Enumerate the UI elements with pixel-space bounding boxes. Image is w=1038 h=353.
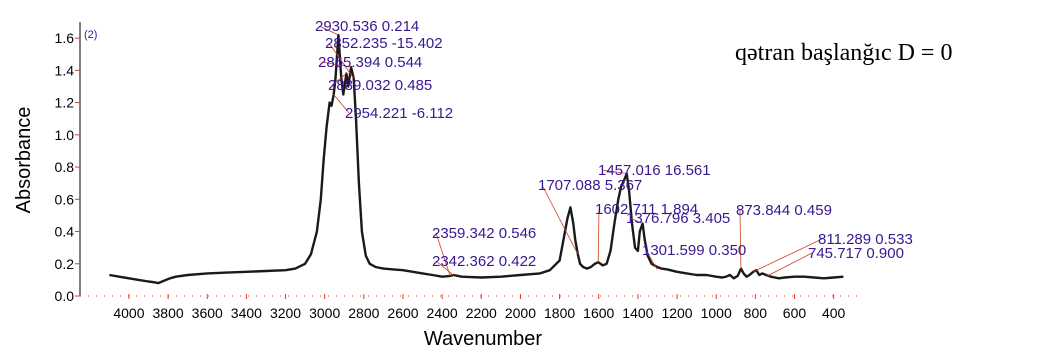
axes xyxy=(79,22,863,297)
peak-annotation: 873.844 0.459 xyxy=(736,202,832,219)
annotation-leader xyxy=(435,232,451,276)
annotation-leader xyxy=(752,238,823,273)
annotation-leader xyxy=(597,208,600,263)
x-tick-label: 3600 xyxy=(192,305,223,321)
y-tick-label: 0.0 xyxy=(55,288,75,304)
x-tick-label: 1000 xyxy=(701,305,732,321)
spectrum-line-0 xyxy=(109,33,844,285)
peak-annotation: 1457.016 16.561 xyxy=(598,162,711,179)
annotation-leader xyxy=(601,169,627,174)
peak-annotation: 1602.711 1.894 xyxy=(595,201,698,218)
y-tick-label: 1.4 xyxy=(55,62,75,78)
annotation-leaders xyxy=(318,25,823,278)
x-tick-label: 1800 xyxy=(544,305,575,321)
x-tick-label: 1200 xyxy=(661,305,692,321)
tick-labels: 4000 3800 3600 3400 3200 3000 2800 2600 2400 2200… xyxy=(55,30,846,321)
x-tick-label: 2200 xyxy=(466,305,497,321)
annotation-leader xyxy=(765,252,813,278)
x-tick-label: 2800 xyxy=(348,305,379,321)
peak-annotation: 2852.235 -15.402 xyxy=(325,35,443,52)
annotation-leader xyxy=(333,94,350,114)
x-tick-label: 1600 xyxy=(583,305,614,321)
annotation-leader xyxy=(321,61,352,68)
peak-annotation: 2865.394 0.544 xyxy=(318,54,422,71)
annotation-leader xyxy=(331,73,347,86)
series-group xyxy=(109,33,844,285)
y-tick-label: 0.4 xyxy=(55,224,75,240)
x-tick-label: 800 xyxy=(744,305,768,321)
annotation-leader xyxy=(328,42,354,79)
x-tick-label: 2000 xyxy=(505,305,536,321)
peak-annotation: 2930.536 0.214 xyxy=(315,18,419,35)
y-tick-label: 1.0 xyxy=(55,127,75,143)
x-tick-label: 1400 xyxy=(622,305,653,321)
annotation-leader xyxy=(318,25,339,36)
peak-annotation: 1376.796 3.405 xyxy=(626,210,730,227)
x-tick-label: 3400 xyxy=(231,305,262,321)
x-axis-title: Wavenumber xyxy=(424,328,543,350)
y-tick-label: 1.6 xyxy=(55,30,75,46)
x-tick-label: 4000 xyxy=(113,305,144,321)
y-tick-label: 0.6 xyxy=(55,191,75,207)
peak-annotation: 811.289 0.533 xyxy=(818,231,913,248)
annotation-leader xyxy=(541,184,579,255)
peak-annotation: 2889.032 0.485 xyxy=(328,77,432,94)
y-tick-label: 1.2 xyxy=(55,95,75,111)
chart-title: qətran başlanğıc D = 0 xyxy=(735,40,952,66)
y-tick-label: 0.2 xyxy=(55,256,75,272)
peak-annotation: 745.717 0.900 xyxy=(808,245,904,262)
y-axis-title: Absorbance xyxy=(13,107,35,214)
x-tick-label: 3000 xyxy=(309,305,340,321)
annotation-leader xyxy=(739,209,742,269)
annotation-leader xyxy=(435,260,454,276)
annotation-leader xyxy=(629,217,643,224)
peak-annotation: 2342.362 0.422 xyxy=(432,253,536,270)
y-tick-label: 0.8 xyxy=(55,159,75,175)
x-tick-label: 2600 xyxy=(387,305,418,321)
peak-annotation: 2954.221 -6.112 xyxy=(345,105,453,122)
x-tick-label: 600 xyxy=(783,305,807,321)
peak-annotation: 1707.088 5.367 xyxy=(538,177,642,194)
x-tick-label: 3200 xyxy=(270,305,301,321)
x-tick-label: 3800 xyxy=(153,305,184,321)
peak-annotation: 1301.599 0.350 xyxy=(642,242,746,259)
x-tick-label: 2400 xyxy=(427,305,458,321)
x-tick-label: 400 xyxy=(822,305,846,321)
corner-label: (2) xyxy=(84,29,97,41)
peak-annotation: 2359.342 0.546 xyxy=(432,225,536,242)
annotation-leader xyxy=(645,249,658,270)
